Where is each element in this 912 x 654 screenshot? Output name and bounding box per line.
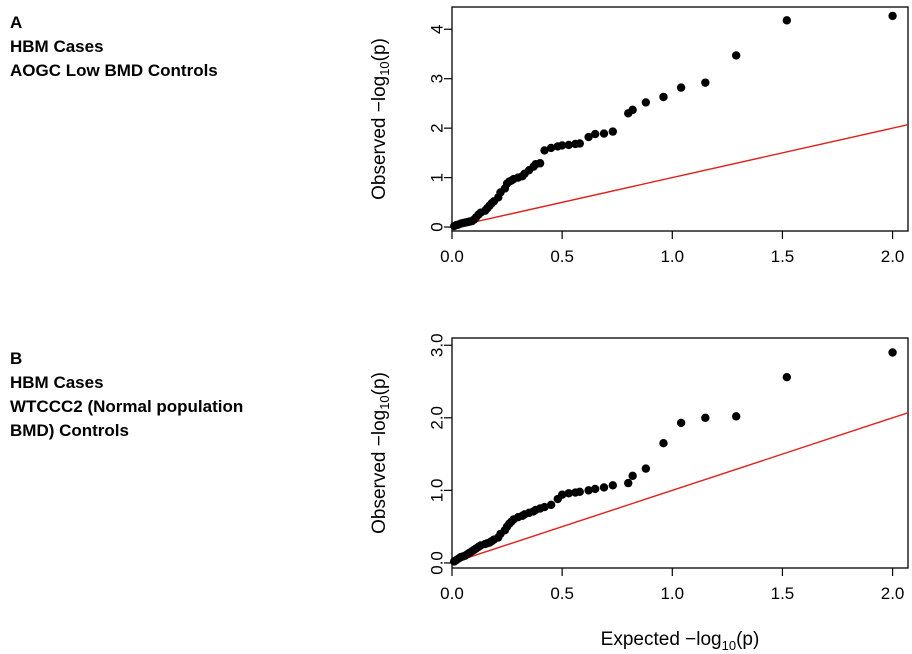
panel-a-label: A HBM Cases AOGC Low BMD Controls [10, 11, 218, 83]
data-point [628, 471, 637, 481]
x-tick-label: 2.0 [881, 584, 905, 603]
y-tick-label: 1.0 [428, 479, 447, 503]
data-point [535, 159, 545, 168]
data-point [608, 481, 618, 490]
data-point [584, 132, 593, 142]
data-point [731, 412, 741, 421]
y-tick-label: 1 [428, 173, 447, 182]
x-axis-title: Expected −log10(p) [601, 629, 760, 653]
y-tick-label: 4 [428, 25, 447, 34]
data-point [557, 141, 567, 150]
x-tick-label: 0.5 [550, 584, 574, 603]
panel-b-label: B HBM Cases WTCCC2 (Normal population BM… [10, 347, 243, 443]
x-tick-label: 0.5 [550, 247, 574, 266]
y-axis-title: Observed −log10(p) [369, 38, 392, 200]
data-point [659, 439, 668, 448]
data-point [564, 489, 573, 498]
plot-frame [451, 6, 909, 232]
y-tick-label: 0.0 [428, 551, 447, 575]
x-tick-label: 1.0 [660, 584, 684, 603]
data-point [701, 413, 710, 423]
panel-a-letter: A [10, 13, 23, 32]
x-tick-label: 1.5 [771, 584, 795, 603]
plot-frame [451, 337, 909, 569]
data-point [564, 140, 573, 150]
panel-b-controls-line1: WTCCC2 (Normal population [10, 397, 244, 416]
reference-line [452, 412, 908, 564]
data-point [608, 127, 618, 136]
panel-a-cases: HBM Cases [10, 37, 104, 56]
data-point [540, 502, 549, 512]
panel-b-letter: B [10, 349, 23, 368]
data-point [546, 500, 556, 510]
data-point [590, 129, 600, 139]
data-point [888, 11, 897, 21]
data-point [782, 372, 792, 382]
y-tick-label: 2 [428, 123, 447, 132]
data-point [701, 78, 710, 87]
data-point [540, 146, 549, 155]
data-point [599, 483, 609, 492]
panel-a-controls: AOGC Low BMD Controls [10, 61, 218, 80]
qq-plot-a: 0.0 0.5 1.0 1.5 2.0 0 1 2 3 4 Observed −log10(p) [369, 6, 909, 266]
y-tick-label: 3.0 [428, 333, 447, 357]
panel-b-cases: HBM Cases [10, 373, 104, 392]
data-point [659, 92, 668, 102]
data-point [641, 464, 651, 473]
data-point [731, 51, 741, 60]
data-point [584, 486, 593, 495]
x-tick-label: 0.0 [440, 247, 464, 266]
data-point [888, 348, 897, 357]
x-tick-label: 1.0 [660, 247, 684, 266]
data-point [546, 143, 556, 153]
qq-plot-b: 0.0 0.5 1.0 1.5 2.0 0.0 1.0 2.0 3.0 Observed −log… [369, 333, 909, 653]
data-point [557, 490, 567, 499]
data-point [575, 139, 584, 148]
x-tick-label: 2.0 [881, 247, 905, 266]
y-tick-label: 2.0 [428, 406, 447, 430]
data-point [624, 478, 633, 488]
x-tick-label: 1.5 [771, 247, 795, 266]
data-point [676, 83, 686, 92]
y-axis-title: Observed −log10(p) [369, 372, 392, 534]
x-tick-label: 0.0 [440, 584, 464, 603]
panel-b-controls-line2: BMD) Controls [10, 421, 129, 440]
data-point [628, 105, 637, 115]
y-tick-label: 0 [428, 222, 447, 231]
reference-line [452, 124, 908, 228]
data-point [590, 484, 600, 494]
data-point [782, 16, 792, 25]
data-point [641, 98, 651, 107]
data-point [599, 129, 609, 138]
y-tick-label: 3 [428, 74, 447, 83]
data-point [676, 418, 686, 428]
data-point [575, 487, 584, 497]
